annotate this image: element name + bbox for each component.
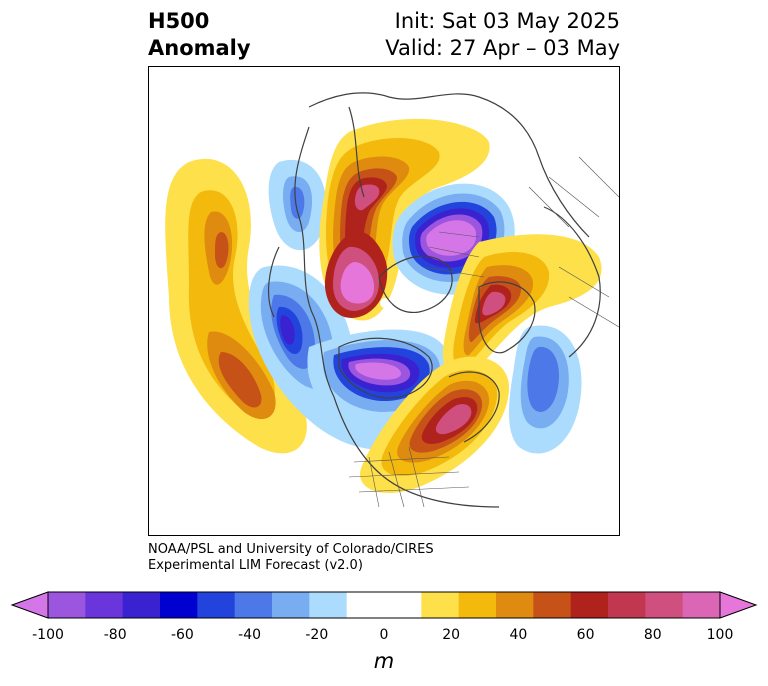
colorbar <box>10 591 758 619</box>
colorbar-cell <box>234 592 273 618</box>
colorbar-tick-label: -60 <box>170 627 194 643</box>
colorbar-tick-label: -40 <box>238 627 262 643</box>
colorbar-left-extension <box>10 591 49 619</box>
colorbar-cell <box>421 592 460 618</box>
colorbar-cell <box>608 592 646 618</box>
anomaly-map[interactable] <box>148 66 620 536</box>
colorbar-tick-label: 100 <box>706 627 734 643</box>
colorbar-tick-label: 80 <box>643 627 662 643</box>
colorbar-cell <box>48 592 86 618</box>
colorbar-cell <box>160 592 198 618</box>
valid-range: Valid: 27 Apr – 03 May <box>385 36 620 60</box>
colorbar-cell <box>85 592 124 618</box>
colorbar-cell <box>384 592 422 618</box>
colorbar-cell <box>682 592 721 618</box>
credit-text: NOAA/PSL and University of Colorado/CIRE… <box>148 542 434 574</box>
positive-anomaly-east-us <box>360 356 509 493</box>
map-svg <box>149 92 619 508</box>
colorbar-cell <box>309 592 348 618</box>
credit-line-1: NOAA/PSL and University of Colorado/CIRE… <box>148 542 434 557</box>
negative-anomaly-atlantic <box>509 325 582 454</box>
colorbar-tick-label: 0 <box>379 627 389 643</box>
colorbar-cell <box>533 592 572 618</box>
colorbar-tick-label: -20 <box>305 627 329 643</box>
colorbar-cell <box>122 592 161 618</box>
colorbar-cell <box>197 592 236 618</box>
colorbar-right-extension <box>719 591 758 619</box>
colorbar-tick-label: -100 <box>32 627 64 643</box>
colorbar-cell <box>645 592 684 618</box>
init-date: Init: Sat 03 May 2025 <box>394 9 620 33</box>
colorbar-cell <box>458 592 497 618</box>
colorbar-cell <box>570 592 609 618</box>
title-left: H500 Anomaly <box>148 8 251 62</box>
title-variable: H500 <box>148 9 210 33</box>
colorbar-unit: m <box>373 649 395 673</box>
colorbar-tick-label: 40 <box>509 627 528 643</box>
country-borders <box>348 156 619 508</box>
colorbar-cell <box>272 592 310 618</box>
title-type: Anomaly <box>148 36 251 60</box>
colorbar-tick-label: 60 <box>576 627 595 643</box>
colorbar-tick-label: -80 <box>103 627 127 643</box>
colorbar-tick-label: 20 <box>442 627 461 643</box>
north-pole-marker <box>380 298 390 308</box>
negative-anomaly-hudson <box>307 329 451 427</box>
colorbar-cell <box>346 592 385 618</box>
credit-line-2: Experimental LIM Forecast (v2.0) <box>148 558 363 573</box>
colorbar-cell <box>496 592 534 618</box>
negative-anomaly-alaska <box>268 159 327 251</box>
coastlines <box>268 92 601 508</box>
title-right: Init: Sat 03 May 2025 Valid: 27 Apr – 03… <box>385 8 620 62</box>
positive-anomaly-pacific <box>165 158 307 454</box>
